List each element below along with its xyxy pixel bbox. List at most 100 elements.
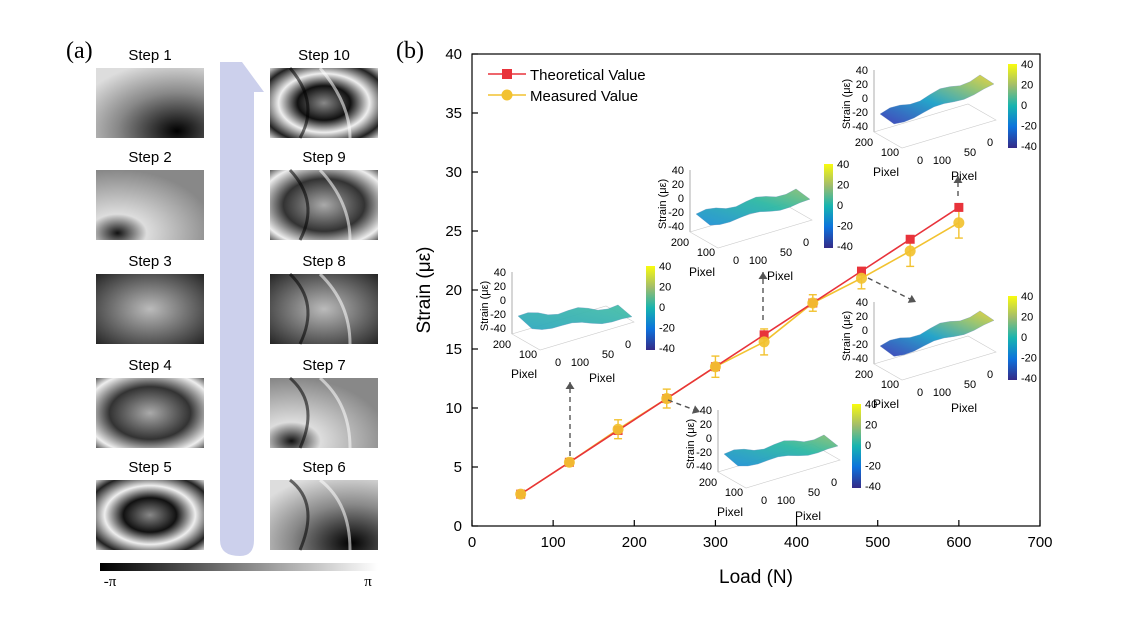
inset-surface — [517, 304, 633, 330]
inset-z-tick: 20 — [494, 281, 506, 293]
point-measured — [709, 361, 721, 373]
phase-map-left — [96, 68, 204, 138]
y-tick-label: 20 — [445, 282, 462, 299]
inset-x-tick: 100 — [777, 495, 795, 507]
x-tick-label: 300 — [703, 534, 728, 551]
phase-colorbar — [100, 563, 378, 571]
inset-z-label: Strain (με) — [841, 79, 853, 129]
inset-y-tick: 100 — [725, 487, 743, 499]
inset-surface — [695, 188, 811, 226]
inset-z-tick: 20 — [700, 419, 712, 431]
inset-y-tick: 200 — [671, 237, 689, 249]
inset-colorbar-tick: -20 — [659, 323, 675, 335]
phase-fringe — [318, 67, 352, 139]
legend-label-measured: Measured Value — [530, 88, 638, 105]
point-theoretical — [954, 202, 964, 212]
inset-colorbar-tick: 20 — [837, 180, 849, 192]
inset-colorbar-tick: -20 — [1021, 121, 1037, 133]
step-label-left: Step 4 — [128, 357, 171, 374]
inset-pixel-label-y: Pixel — [717, 505, 743, 519]
inset-base-plane — [873, 103, 997, 149]
inset-z-tick: -40 — [490, 323, 506, 335]
inset-colorbar-tick: -40 — [1021, 373, 1037, 385]
x-tick-label: 0 — [468, 534, 476, 551]
inset-pixel-label-x: Pixel — [951, 169, 977, 183]
inset-x-tick: 100 — [571, 357, 589, 369]
inset-x-tick: 50 — [602, 349, 614, 361]
phase-fringe — [288, 67, 310, 139]
phase-fringe — [318, 168, 352, 241]
inset-colorbar-tick: 40 — [1021, 59, 1033, 71]
inset-z-tick: 0 — [862, 93, 868, 105]
x-tick-label: 200 — [622, 534, 647, 551]
inset-z-tick: -20 — [668, 207, 684, 219]
inset-x-tick: 100 — [749, 255, 767, 267]
y-tick-label: 10 — [445, 400, 462, 417]
inset-colorbar — [852, 404, 861, 488]
y-tick-label: 25 — [445, 223, 462, 240]
phase-fringe — [288, 272, 310, 345]
inset-y-tick: 0 — [917, 155, 923, 167]
step-label-right: Step 8 — [302, 253, 345, 270]
inset-colorbar-tick: -40 — [1021, 141, 1037, 153]
inset-z-tick: -40 — [852, 353, 868, 365]
inset-base-plane — [873, 335, 997, 381]
inset-x-tick: 0 — [803, 237, 809, 249]
inset-pixel-label-x: Pixel — [951, 401, 977, 415]
inset-colorbar-tick: 0 — [837, 200, 843, 212]
x-tick-label: 100 — [541, 534, 566, 551]
inset-x-tick: 50 — [808, 487, 820, 499]
point-measured — [855, 272, 867, 284]
inset-z-tick: -20 — [852, 107, 868, 119]
phase-map-right — [270, 170, 378, 240]
phase-map-right — [270, 480, 378, 550]
phase-map-left — [96, 480, 204, 550]
inset-y-tick: 0 — [761, 495, 767, 507]
inset-x-tick: 0 — [987, 137, 993, 149]
point-measured — [612, 423, 624, 435]
inset-colorbar-tick: -20 — [865, 461, 881, 473]
legend-label-theoretical: Theoretical Value — [530, 67, 646, 84]
inset-z-tick: -20 — [490, 309, 506, 321]
step-label-left: Step 3 — [128, 253, 171, 270]
inset-z-tick: 0 — [706, 433, 712, 445]
point-measured — [953, 217, 965, 229]
y-tick-label: 40 — [445, 46, 462, 63]
inset-z-tick: 0 — [862, 325, 868, 337]
point-theoretical — [856, 266, 866, 276]
inset-x-tick: 0 — [625, 339, 631, 351]
inset-z-tick: 0 — [500, 295, 506, 307]
y-tick-label: 5 — [454, 459, 462, 476]
inset-pixel-label-y: Pixel — [511, 367, 537, 381]
y-tick-label: 30 — [445, 164, 462, 181]
phase-map-right — [270, 68, 378, 138]
inset-y-tick: 0 — [733, 255, 739, 267]
phase-fringe — [288, 168, 310, 241]
inset-z-tick: 20 — [856, 79, 868, 91]
inset-y-tick: 0 — [917, 387, 923, 399]
inset-colorbar-tick: -20 — [1021, 353, 1037, 365]
inset-z-label: Strain (με) — [657, 179, 669, 229]
inset-pixel-label-x: Pixel — [589, 371, 615, 385]
phase-fringe — [318, 272, 352, 345]
phase-min-label: -π — [104, 574, 117, 590]
inset-surface — [723, 434, 839, 467]
point-theoretical — [905, 234, 915, 244]
step-label-left: Step 1 — [128, 47, 171, 64]
panel-a-label: (a) — [66, 38, 93, 64]
inset-x-tick: 0 — [987, 369, 993, 381]
panel-b-label: (b) — [396, 38, 424, 64]
inset-colorbar-tick: -20 — [837, 221, 853, 233]
step-label-left: Step 5 — [128, 459, 171, 476]
y-tick-label: 35 — [445, 105, 462, 122]
phase-map-left — [96, 378, 204, 448]
inset-colorbar-tick: 40 — [865, 399, 877, 411]
step-label-right: Step 10 — [298, 47, 350, 64]
y-axis-ticks: 0 5 10 15 20 25 30 35 40 — [445, 46, 478, 535]
steps-right-column: Step 10 Step 9 Step 8 Step 7 Step 6 — [270, 47, 378, 551]
inset-y-tick: 100 — [881, 379, 899, 391]
step-label-right: Step 9 — [302, 149, 345, 166]
